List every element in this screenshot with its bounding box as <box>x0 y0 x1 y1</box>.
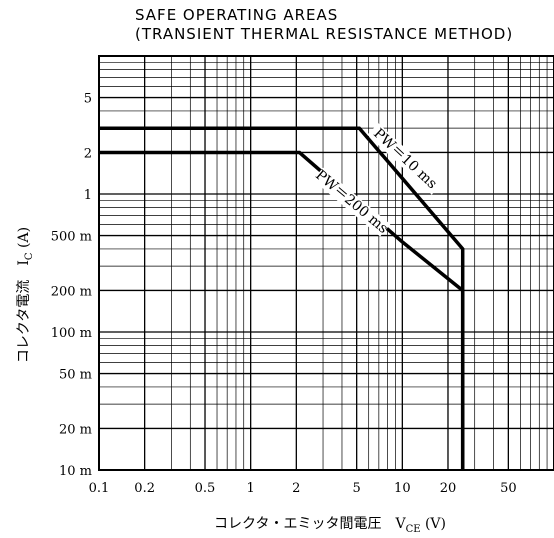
curve-label-bg <box>312 167 391 237</box>
x-tick-label: 0.5 <box>195 481 216 496</box>
y-tick-label: 20 m <box>59 422 92 437</box>
axis-labels: コレクタ・エミッタ間電圧 VCE (V) コレクタ電流 IC (A) <box>16 227 446 535</box>
x-tick-label: 2 <box>292 481 300 496</box>
y-tick-label: 100 m <box>51 326 92 341</box>
series-line-2 <box>99 150 465 470</box>
y-tick-label: 10 m <box>59 464 92 479</box>
minor-gridlines <box>99 56 554 470</box>
y-tick-label: 500 m <box>51 230 92 245</box>
x-tick-label: 1 <box>247 481 255 496</box>
y-axis-label-part: C <box>24 252 35 260</box>
x-tick-label: 0.2 <box>134 481 155 496</box>
x-tick-label: 10 <box>394 481 411 496</box>
x-axis-label-part: コレクタ・エミッタ間電圧 V <box>214 516 406 532</box>
x-axis-label: コレクタ・エミッタ間電圧 VCE (V) <box>214 516 446 535</box>
x-tick-label: 50 <box>500 481 517 496</box>
x-tick-labels: 0.1 0.2 0.5 1 2 5 10 20 50 <box>89 481 517 496</box>
x-tick-label: 0.1 <box>89 481 110 496</box>
series-line-1 <box>99 126 465 470</box>
x-tick-label: 20 <box>440 481 457 496</box>
chart-title-line-1: SAFE OPERATING AREAS <box>135 6 338 24</box>
y-tick-label: 2 <box>84 146 92 161</box>
y-tick-labels: 10 m 20 m 50 m 100 m 200 m 500 m 1 2 5 <box>51 92 92 479</box>
curve-label-bg <box>367 123 443 195</box>
chart-title: SAFE OPERATING AREAS (TRANSIENT THERMAL … <box>135 6 513 43</box>
major-gridlines <box>99 56 554 470</box>
series-lines <box>99 126 465 470</box>
x-axis-label-part: (V) <box>421 516 446 532</box>
chart-title-line-2: (TRANSIENT THERMAL RESISTANCE METHOD) <box>135 25 513 43</box>
x-tick-label: 5 <box>353 481 361 496</box>
y-tick-label: 50 m <box>59 368 92 383</box>
y-tick-label: 1 <box>84 188 92 203</box>
y-tick-label: 5 <box>84 92 92 107</box>
x-axis-label-part: CE <box>406 524 421 535</box>
y-tick-label: 200 m <box>51 284 92 299</box>
y-axis-label-part: コレクタ電流 I <box>16 260 32 363</box>
plot-frame <box>98 55 554 471</box>
y-axis-label: コレクタ電流 IC (A) <box>16 227 35 363</box>
y-axis-label-part: (A) <box>16 227 32 252</box>
